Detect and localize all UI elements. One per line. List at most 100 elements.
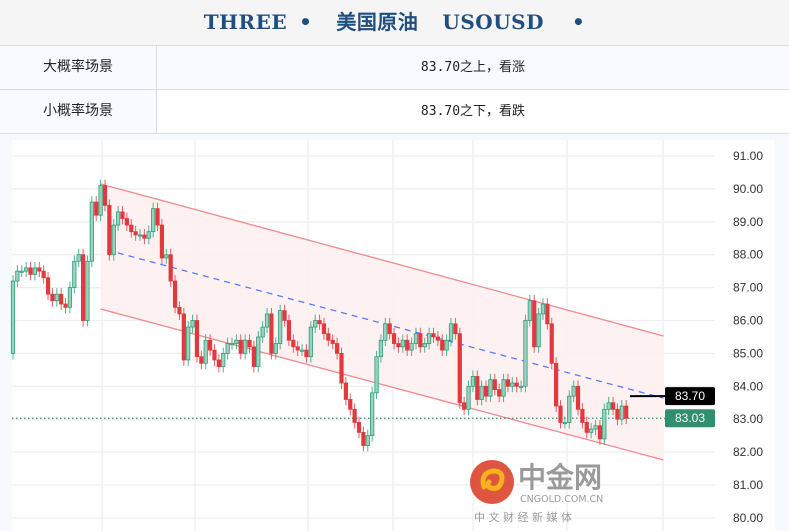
candle-body — [116, 211, 121, 226]
y-tick-label: 90.00 — [733, 182, 763, 196]
candle-body — [483, 385, 489, 397]
candle-body — [313, 320, 318, 328]
candle-body — [159, 224, 165, 259]
scenario-value: 83.70之下，看跌 — [420, 104, 526, 119]
candle-body — [426, 333, 432, 344]
candle-body — [37, 267, 42, 272]
candle-body — [199, 356, 204, 364]
channel-fill — [100, 183, 664, 460]
candle-body — [558, 405, 563, 423]
candle-body — [575, 385, 581, 410]
candle-body — [540, 303, 546, 315]
candle-body — [422, 343, 427, 348]
candle-body — [24, 267, 29, 272]
candle-body — [374, 356, 379, 394]
candle-body — [194, 320, 200, 358]
candle-body — [580, 408, 585, 423]
candle-body — [361, 431, 366, 446]
candle-body — [589, 428, 594, 433]
candle-body — [190, 320, 195, 328]
candle-body — [606, 402, 611, 410]
candle-body — [348, 399, 353, 410]
candle-body — [273, 343, 278, 354]
candle-body — [85, 260, 90, 321]
candle-body — [497, 389, 502, 397]
candle-body — [243, 339, 248, 354]
candle-body — [479, 385, 484, 400]
title-dot: • — [571, 10, 586, 34]
channel-lower-line — [100, 308, 664, 461]
candle-body — [291, 339, 296, 348]
candles — [10, 179, 629, 452]
candle-body — [492, 379, 497, 390]
scenario-label: 大概率场景 — [0, 46, 157, 89]
candle-body — [514, 382, 519, 387]
candle-body — [321, 323, 327, 335]
candle-body — [32, 267, 38, 275]
title-symbol: USOUSD — [442, 10, 544, 34]
title-instrument-cn: 美国原油 — [336, 10, 419, 34]
candle-body — [28, 267, 33, 275]
candle-body — [137, 234, 143, 237]
candle-body — [413, 333, 419, 344]
svg-text:中 文 财 经 新 媒 体: 中 文 财 经 新 媒 体 — [474, 510, 572, 524]
y-axis: 91.00 90.00 89.00 88.00 87.00 86.00 85.00 84.00… — [733, 149, 763, 525]
candle-body — [225, 343, 230, 354]
candle-body — [440, 339, 445, 351]
candle-body — [335, 343, 340, 354]
candle-body — [260, 326, 265, 338]
y-tick-label: 91.00 — [733, 149, 763, 163]
candle-body — [45, 277, 51, 295]
candle-body — [59, 293, 64, 305]
candle-body — [67, 287, 73, 308]
candle-body — [317, 320, 322, 325]
candle-body — [80, 254, 86, 321]
candle-body — [238, 339, 243, 354]
candle-body — [418, 333, 423, 348]
title-dot: • — [299, 10, 313, 34]
candle-body — [624, 405, 629, 419]
candle-body — [124, 218, 129, 226]
candle-body — [584, 422, 589, 433]
last-price-label: 83.03 — [675, 411, 705, 425]
y-tick-label: 85.00 — [733, 346, 763, 360]
candle-body — [352, 408, 357, 423]
candle-body — [549, 323, 554, 364]
candle-body — [19, 270, 24, 273]
candle-body — [282, 310, 287, 321]
candle-body — [378, 339, 384, 358]
candle-body — [76, 254, 81, 262]
candle-body — [435, 336, 440, 341]
candle-body — [212, 349, 217, 361]
candle-body — [133, 231, 138, 236]
channel-upper-line — [100, 183, 664, 337]
candle-body — [527, 300, 532, 321]
candle-body — [545, 303, 550, 325]
candle-body — [221, 352, 226, 367]
candle-body — [387, 323, 392, 335]
candle-body — [181, 313, 186, 361]
candle-body — [111, 224, 116, 256]
last-price-badge — [665, 409, 715, 428]
candle-body — [505, 379, 511, 387]
candle-body — [365, 435, 370, 446]
y-tick-label: 80.00 — [733, 511, 763, 525]
candle-body — [107, 204, 112, 256]
candle-body — [409, 343, 414, 351]
y-tick-label: 89.00 — [733, 215, 763, 229]
candle-body — [10, 280, 16, 354]
candle-body — [41, 270, 46, 279]
candle-body — [400, 339, 405, 348]
candle-body — [146, 231, 151, 239]
candle-body — [295, 346, 300, 351]
candle-body — [501, 379, 506, 397]
watermark-logo: 中金网 CNGOLD.COM.CN 中 文 财 经 新 媒 体 — [470, 457, 618, 527]
candle-body — [536, 313, 541, 348]
y-tick-label: 88.00 — [733, 248, 763, 262]
candle-body — [343, 382, 348, 400]
candle-body — [448, 323, 454, 341]
candle-body — [172, 280, 178, 308]
candlestick-chart: 91.00 90.00 89.00 88.00 87.00 86.00 85.00 84.00… — [10, 140, 775, 531]
y-tick-label: 83.00 — [733, 412, 763, 426]
key-level-label: 83.70 — [675, 389, 705, 403]
